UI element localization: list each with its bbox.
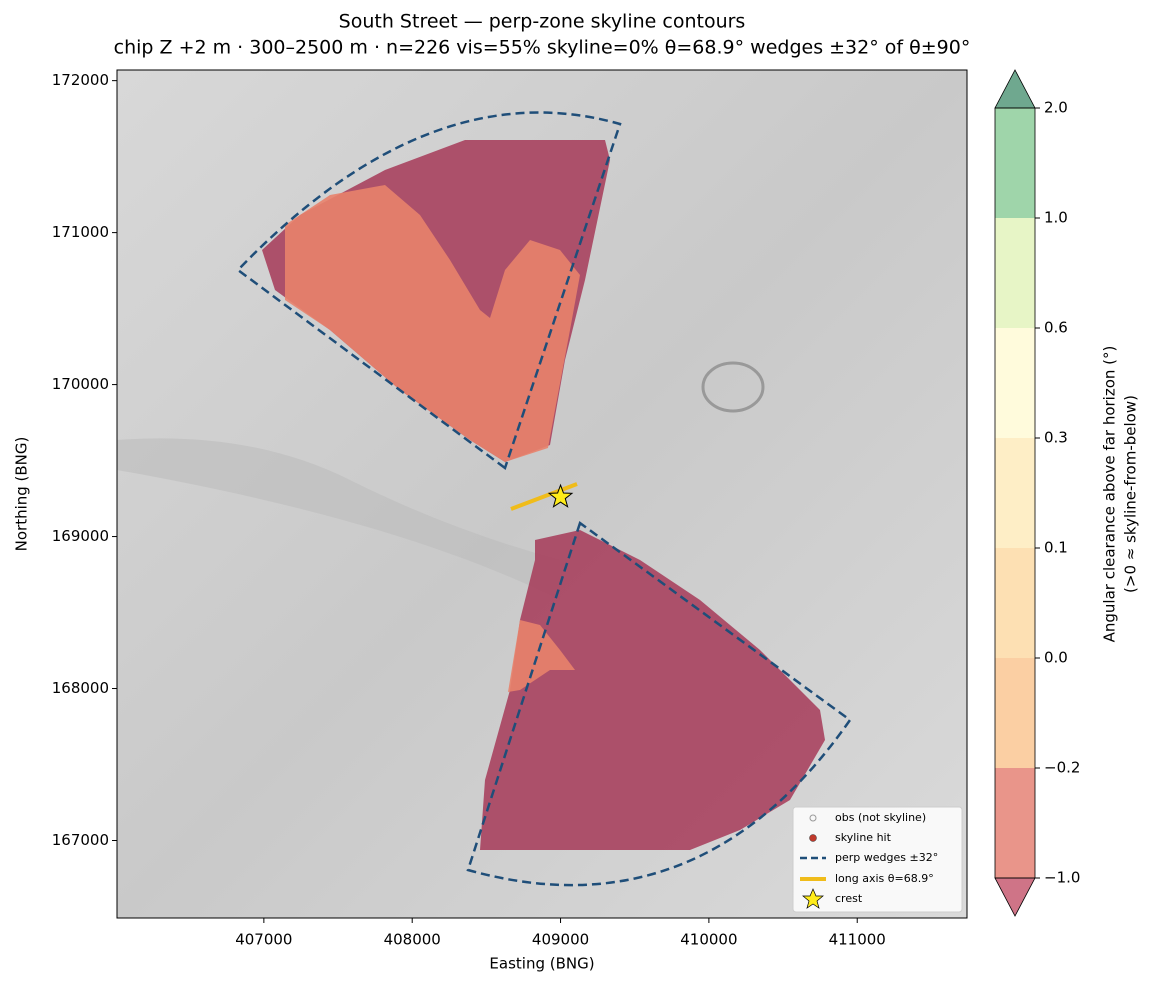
colorbar-extend bbox=[994, 69, 1036, 109]
wedge bbox=[236, 111, 622, 471]
y-tick-label: 171000 bbox=[52, 223, 109, 241]
colorbar-tick-label: 0.0 bbox=[1044, 649, 1068, 667]
colorbar-band bbox=[995, 438, 1035, 548]
colorbar-tick-label: −0.2 bbox=[1044, 759, 1080, 777]
x-tick-label: 407000 bbox=[235, 931, 292, 949]
contour-fill bbox=[285, 185, 580, 462]
legend-box bbox=[792, 806, 963, 913]
y-tick-label: 167000 bbox=[52, 831, 109, 849]
colorbar-band bbox=[995, 548, 1035, 658]
colorbar-tick-label: 0.3 bbox=[1044, 429, 1068, 447]
terrain-ring bbox=[701, 361, 765, 413]
colorbar-label: Angular clearance above far horizon (°) bbox=[1101, 346, 1119, 643]
colorbar-tick-label: 0.1 bbox=[1044, 539, 1068, 557]
terrain bbox=[117, 438, 560, 600]
colorbar-tick-label: 1.0 bbox=[1044, 209, 1068, 227]
chart-subtitle: chip Z +2 m · 300–2500 m · n=226 vis=55%… bbox=[114, 37, 971, 59]
colorbar-label: (>0 ≈ skyline-from-below) bbox=[1122, 395, 1140, 593]
legend-swatch bbox=[802, 888, 824, 909]
colorbar-frame bbox=[994, 107, 1036, 879]
colorbar-tick-label: 2.0 bbox=[1044, 99, 1068, 117]
y-tick-label: 170000 bbox=[52, 375, 109, 393]
legend-label: skyline hit bbox=[835, 831, 892, 844]
legend: obs (not skyline) skyline hit perp wedge… bbox=[792, 806, 963, 913]
colorbar-band bbox=[995, 328, 1035, 438]
x-tick-label: 408000 bbox=[384, 931, 441, 949]
x-tick-label: 409000 bbox=[532, 931, 589, 949]
legend-swatch bbox=[809, 834, 817, 842]
y-tick-label: 169000 bbox=[52, 527, 109, 545]
colorbar-band bbox=[995, 658, 1035, 768]
colorbar-tick-label: 0.6 bbox=[1044, 319, 1068, 337]
colorbar-band bbox=[995, 108, 1035, 218]
legend-label: crest bbox=[835, 892, 863, 905]
legend-label: perp wedges ±32° bbox=[835, 851, 938, 864]
contour-fill bbox=[480, 530, 825, 850]
crest bbox=[547, 483, 574, 508]
legend-label: long axis θ=68.9° bbox=[835, 872, 934, 885]
colorbar-extend bbox=[994, 877, 1036, 917]
legend-label: obs (not skyline) bbox=[835, 811, 926, 824]
x-tick-label: 411000 bbox=[829, 931, 886, 949]
chart-title: South Street — perp-zone skyline contour… bbox=[339, 11, 746, 33]
wedge bbox=[466, 520, 852, 887]
legend-swatch bbox=[809, 814, 817, 822]
colorbar-band bbox=[995, 768, 1035, 878]
y-tick-label: 172000 bbox=[52, 71, 109, 89]
x-tick-label: 410000 bbox=[680, 931, 737, 949]
plot-frame bbox=[116, 69, 968, 919]
contour-fill bbox=[508, 620, 575, 692]
y-axis-label: Northing (BNG) bbox=[13, 437, 31, 552]
y-tick-label: 168000 bbox=[52, 679, 109, 697]
x-axis-label: Easting (BNG) bbox=[489, 955, 594, 973]
colorbar-band bbox=[995, 218, 1035, 328]
long-axis bbox=[510, 482, 578, 511]
colorbar-tick-label: −1.0 bbox=[1044, 869, 1080, 887]
